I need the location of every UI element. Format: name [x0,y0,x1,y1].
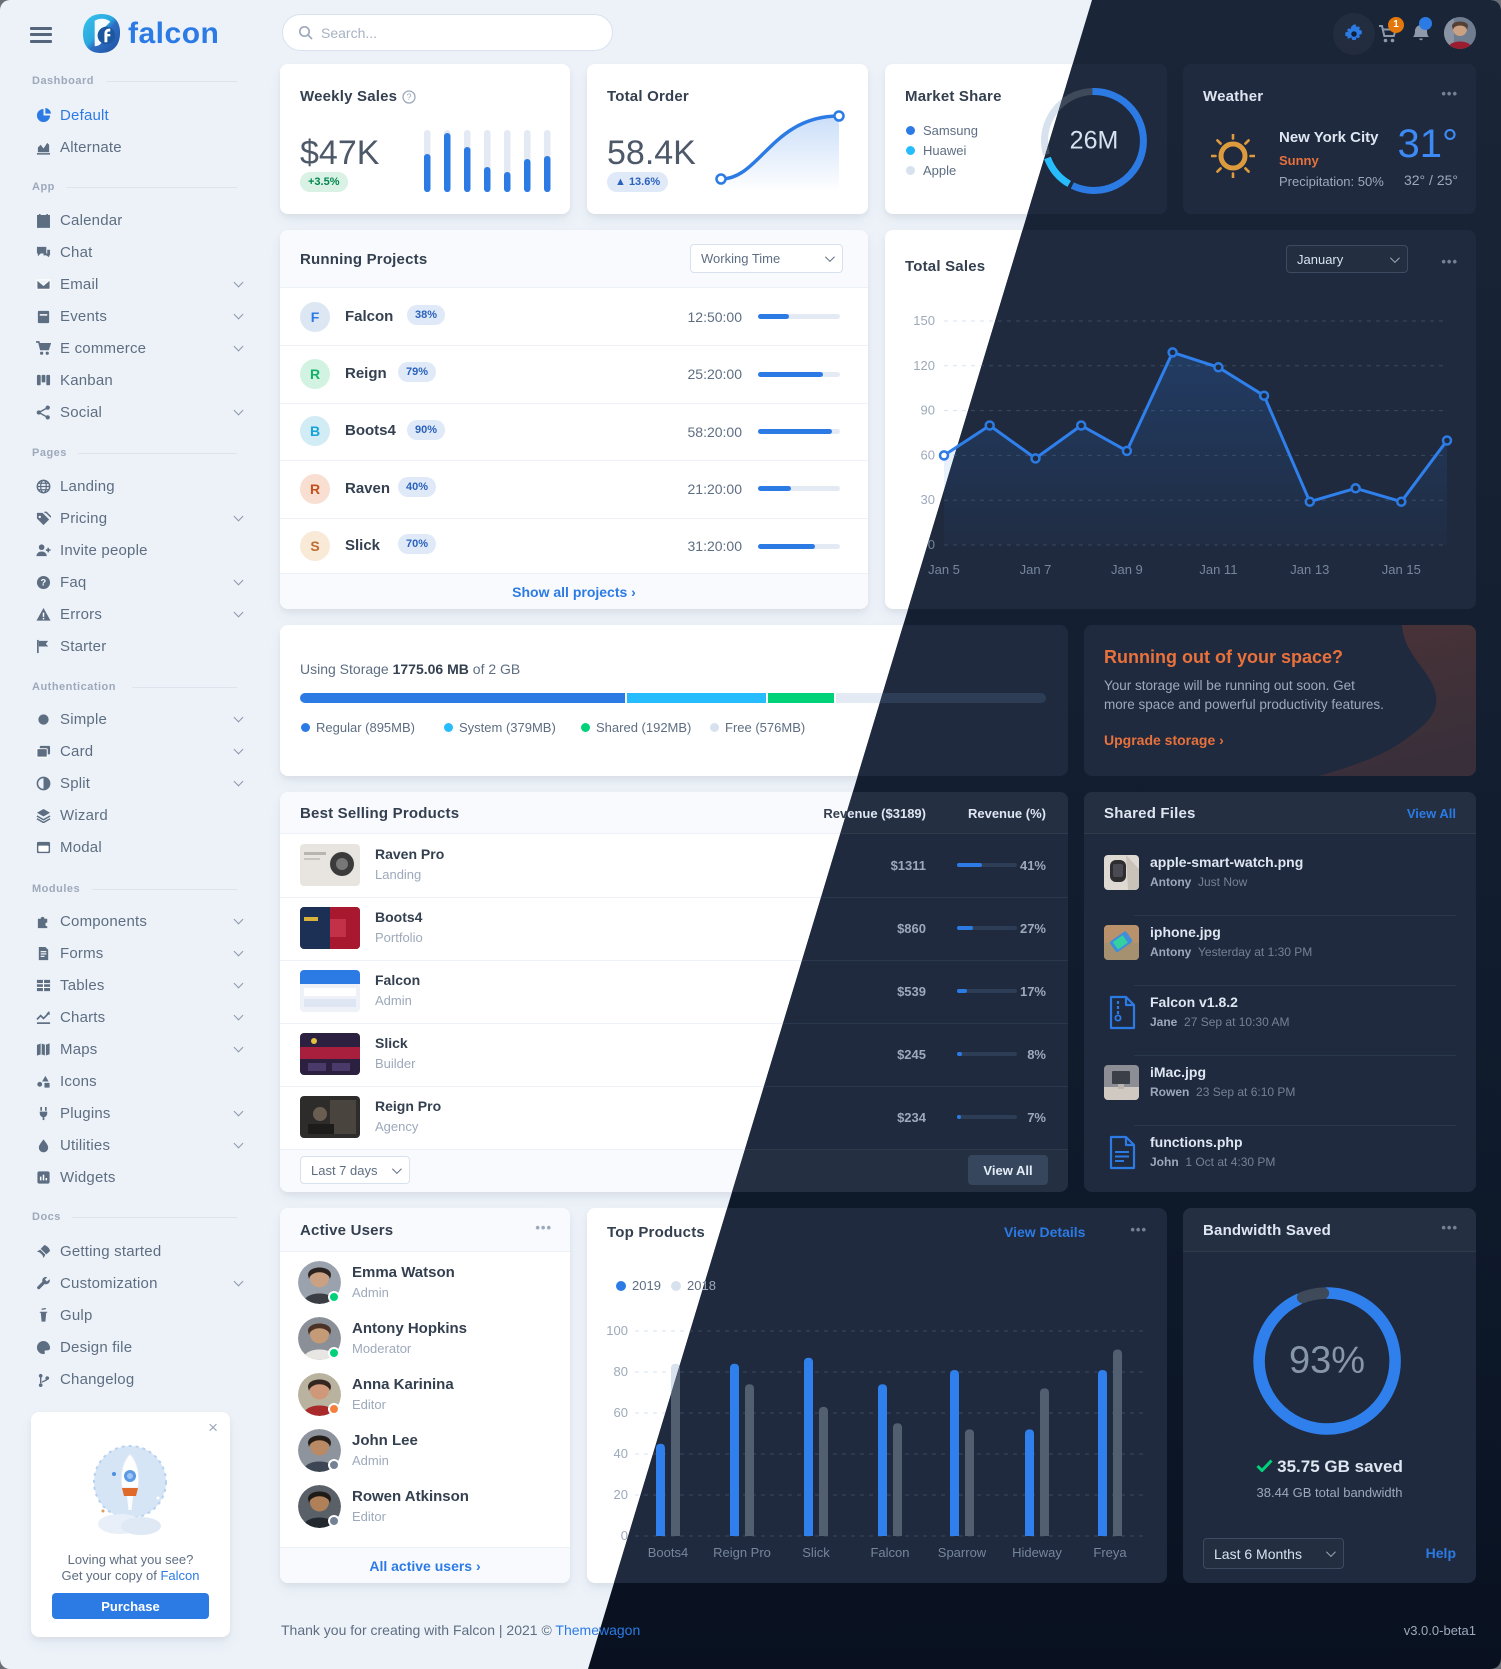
svg-text:150: 150 [913,313,935,328]
svg-text:Jan 9: Jan 9 [1111,562,1143,577]
svg-text:120: 120 [913,358,935,373]
svg-text:Jan 13: Jan 13 [1290,562,1329,577]
svg-text:60: 60 [921,447,935,462]
svg-text:Sparrow: Sparrow [938,1545,987,1560]
svg-text:60: 60 [614,1405,628,1420]
svg-text:?: ? [40,577,46,587]
svg-text:Hideway: Hideway [1012,1545,1062,1560]
svg-text:0: 0 [621,1528,628,1543]
svg-text:Jan 5: Jan 5 [928,562,960,577]
svg-text:20: 20 [614,1487,628,1502]
svg-text:Jan 11: Jan 11 [1199,562,1237,577]
svg-text:30: 30 [921,492,935,507]
svg-text:Freya: Freya [1093,1545,1127,1560]
svg-text:Slick: Slick [802,1545,830,1560]
svg-text:80: 80 [614,1364,628,1379]
svg-text:?: ? [406,92,411,102]
svg-text:Reign Pro: Reign Pro [713,1545,771,1560]
svg-text:0: 0 [928,537,935,552]
svg-text:Falcon: Falcon [870,1545,909,1560]
svg-text:40: 40 [614,1446,628,1461]
svg-text:100: 100 [606,1323,628,1338]
svg-text:Jan 15: Jan 15 [1382,562,1421,577]
svg-text:90: 90 [921,403,935,418]
svg-text:Boots4: Boots4 [648,1545,688,1560]
svg-text:Jan 7: Jan 7 [1020,562,1052,577]
